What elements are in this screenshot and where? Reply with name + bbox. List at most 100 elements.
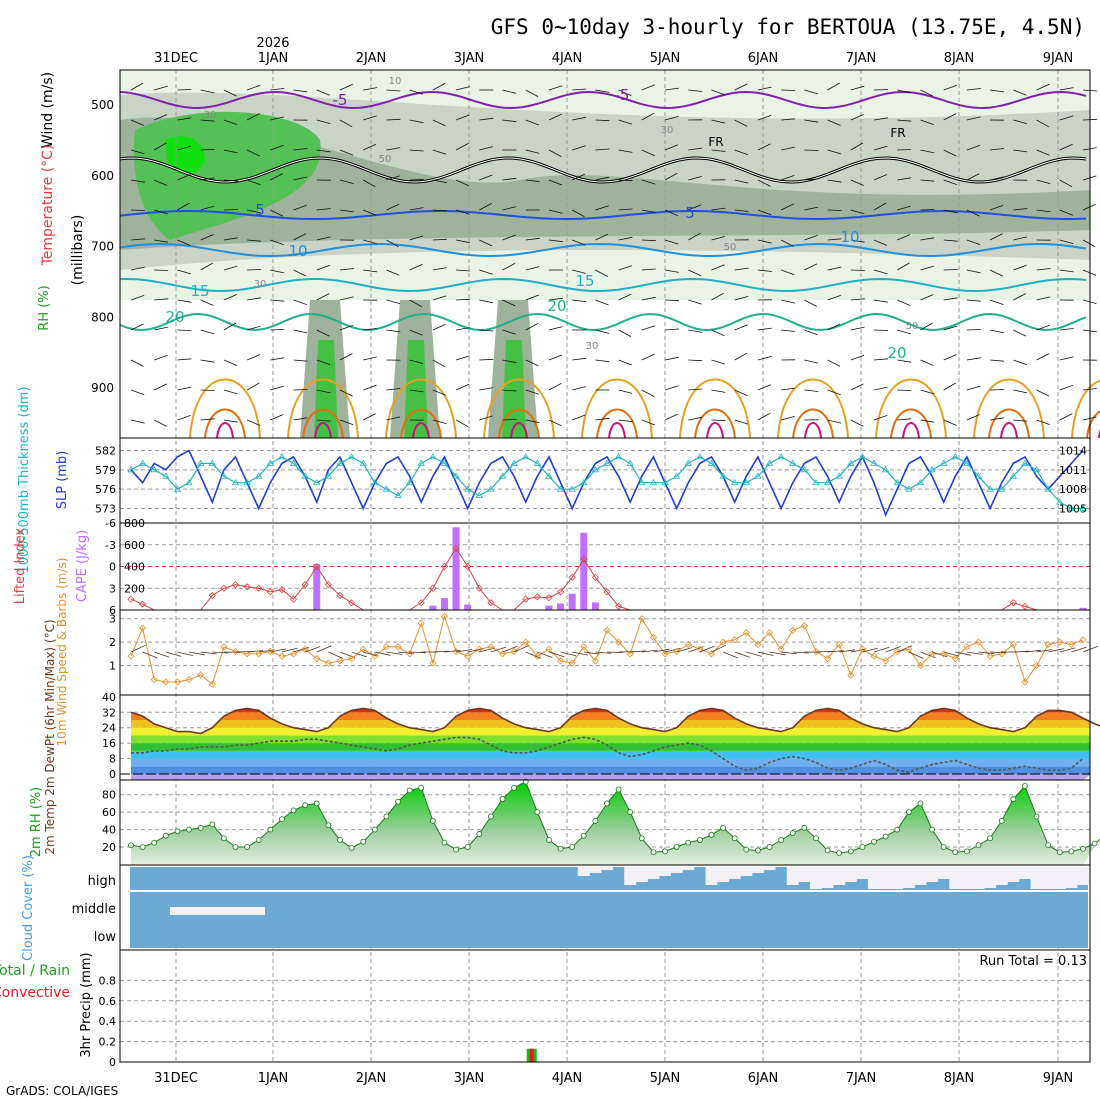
date-label-top: 6JAN bbox=[748, 51, 779, 66]
wind-barb bbox=[827, 179, 842, 183]
wind-barb bbox=[339, 296, 354, 301]
wind-barb bbox=[641, 149, 655, 157]
wind-barb bbox=[1059, 356, 1074, 361]
wind-barb bbox=[130, 238, 145, 241]
wind-barb bbox=[1082, 203, 1096, 211]
rh-point bbox=[801, 824, 808, 831]
wind-barb bbox=[572, 145, 586, 151]
rh-contour-label: 30 bbox=[586, 341, 599, 352]
isotherm-label: 20 bbox=[165, 308, 184, 326]
rh-point bbox=[360, 838, 367, 845]
wind-barb bbox=[270, 385, 284, 391]
rh-point bbox=[325, 822, 332, 829]
date-label-top: 2JAN bbox=[356, 51, 387, 66]
wind-barb bbox=[1036, 419, 1050, 425]
thickness-point bbox=[394, 491, 402, 499]
high-cloud-gap bbox=[624, 867, 637, 885]
wind-barb bbox=[989, 204, 1004, 211]
wind-barb bbox=[223, 209, 238, 211]
precip-bar-convective bbox=[529, 1048, 534, 1062]
wind-barb bbox=[641, 112, 655, 121]
wind-barb bbox=[780, 203, 794, 211]
wind-barb bbox=[781, 387, 796, 391]
cape-tick: 400 bbox=[124, 561, 145, 574]
wind-barb bbox=[781, 269, 795, 276]
high-cloud-gap bbox=[1018, 867, 1031, 879]
wind-barb bbox=[293, 204, 307, 211]
wind-barb bbox=[432, 119, 446, 127]
li-tick: 6 bbox=[109, 604, 116, 617]
thickness-point bbox=[533, 459, 542, 466]
high-cloud-gap bbox=[1065, 867, 1078, 888]
thickness-point bbox=[998, 485, 1006, 492]
rh-point bbox=[813, 835, 819, 842]
wind-barb bbox=[641, 179, 656, 185]
wind-barb bbox=[757, 86, 772, 91]
wind-barb bbox=[525, 149, 540, 154]
date-label-bottom: 4JAN bbox=[552, 1071, 583, 1086]
wind-point bbox=[556, 657, 565, 665]
wind-point bbox=[475, 645, 483, 653]
wind10-barb bbox=[978, 651, 995, 655]
wind-barb bbox=[316, 389, 331, 394]
wind-barb bbox=[316, 89, 330, 96]
wind-barb bbox=[548, 297, 563, 301]
middle-cloud-gap bbox=[205, 907, 265, 915]
wind10-barb bbox=[699, 645, 715, 653]
thickness-point bbox=[893, 478, 901, 486]
wind10-barb bbox=[839, 649, 856, 653]
date-label-bottom: 5JAN bbox=[650, 1071, 681, 1086]
high-cloud-gap bbox=[751, 867, 764, 873]
wind-barb bbox=[595, 299, 609, 306]
wind-barb bbox=[455, 419, 469, 428]
wind-barb bbox=[1059, 143, 1073, 151]
wind-barb bbox=[734, 352, 748, 361]
wind-point bbox=[278, 652, 286, 660]
rh-point bbox=[638, 835, 645, 842]
wind-point bbox=[452, 647, 460, 656]
wind-barb bbox=[246, 84, 261, 91]
wind10-barb bbox=[247, 650, 264, 653]
rh-point bbox=[929, 826, 935, 833]
wind-barb bbox=[200, 149, 215, 151]
wind-barb bbox=[200, 359, 215, 363]
wind-barb bbox=[943, 354, 957, 361]
precip-axis-title: 3hr Precip (mm) bbox=[79, 952, 94, 1057]
wind-barb bbox=[154, 179, 168, 186]
rh-point bbox=[244, 844, 250, 850]
isotherm-15 bbox=[119, 277, 1087, 293]
wind-barb bbox=[409, 359, 424, 364]
wind10-barb bbox=[305, 646, 321, 653]
isotherm-25-arch-1 bbox=[287, 378, 359, 439]
wind-barb bbox=[502, 119, 517, 123]
wind-barb bbox=[363, 384, 377, 391]
thickness-point bbox=[371, 478, 379, 486]
wind-barb bbox=[154, 142, 167, 151]
wind-barb bbox=[850, 326, 865, 331]
date-label-top: 7JAN bbox=[846, 51, 877, 66]
temp-band bbox=[131, 735, 1090, 744]
wind-barb bbox=[130, 359, 144, 367]
wind-barb bbox=[130, 323, 144, 331]
wind-barb bbox=[432, 238, 447, 241]
wind-barb bbox=[827, 323, 841, 331]
wind-barb bbox=[641, 389, 655, 397]
wind-barb bbox=[897, 418, 912, 421]
wind-barb bbox=[688, 89, 703, 92]
isotherm-25-arch-2 bbox=[385, 378, 457, 439]
wind-barb bbox=[780, 239, 794, 247]
wind-barb bbox=[664, 116, 679, 121]
wind-barb bbox=[154, 239, 169, 243]
wind-barb bbox=[1036, 296, 1051, 301]
wind-barb bbox=[665, 328, 680, 331]
wind-point bbox=[986, 652, 994, 660]
wind-barb bbox=[1059, 87, 1074, 91]
wind-barb bbox=[409, 207, 424, 211]
rh-point bbox=[731, 835, 738, 842]
wind-barb bbox=[548, 149, 562, 157]
thickness-point bbox=[487, 485, 495, 492]
high-cloud-gap bbox=[856, 867, 869, 879]
li-point bbox=[545, 594, 553, 602]
wind-barb bbox=[432, 267, 447, 271]
rh-point bbox=[429, 817, 436, 824]
